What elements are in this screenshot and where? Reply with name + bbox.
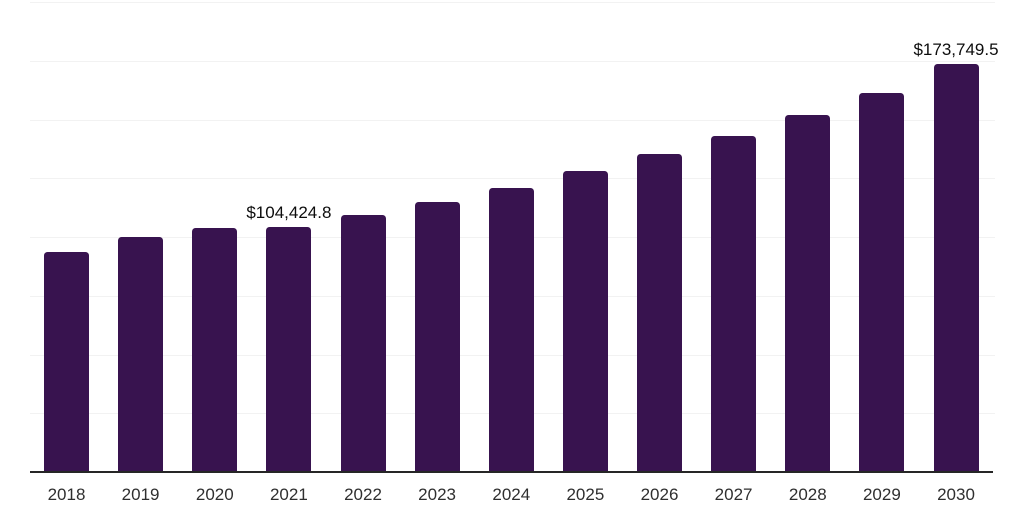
bar-2028[interactable] [785, 114, 831, 472]
bar-2020[interactable] [192, 227, 238, 472]
bar-2026[interactable] [637, 154, 682, 472]
gridline [30, 60, 995, 62]
bar-2023[interactable] [414, 202, 460, 472]
bar-2027[interactable] [711, 135, 757, 472]
x-tick-label-2019: 2019 [121, 485, 160, 504]
x-tick-label-2018: 2018 [47, 485, 86, 504]
bar-2021[interactable] [266, 226, 312, 472]
bar-2025[interactable] [562, 171, 608, 472]
gridline [30, 2, 995, 3]
bar-2030[interactable] [933, 63, 979, 472]
x-tick-label-2021: 2021 [269, 485, 308, 504]
x-tick-label-2024: 2024 [492, 485, 531, 504]
x-axis-line [30, 471, 993, 473]
x-tick-label-2030: 2030 [937, 485, 975, 504]
x-tick-label-2028: 2028 [788, 485, 827, 504]
x-tick-label-2027: 2027 [714, 485, 753, 504]
gridline [30, 178, 995, 180]
bar-2022[interactable] [340, 214, 386, 472]
x-tick-label-2023: 2023 [418, 485, 456, 504]
data-label-2021: $104,424.8 [246, 202, 332, 222]
x-tick-label-2020: 2020 [195, 485, 234, 504]
x-tick-label-2022: 2022 [344, 485, 382, 504]
gridline [30, 119, 995, 121]
data-label-2030: $173,749.5 [913, 39, 999, 59]
bar-2024[interactable] [488, 188, 534, 472]
bar-2029[interactable] [859, 92, 905, 472]
x-tick-label-2026: 2026 [640, 485, 679, 504]
bar-2019[interactable] [118, 236, 164, 472]
x-tick-label-2029: 2029 [862, 485, 901, 504]
bar-2018[interactable] [44, 251, 89, 472]
x-tick-label-2025: 2025 [566, 485, 605, 504]
